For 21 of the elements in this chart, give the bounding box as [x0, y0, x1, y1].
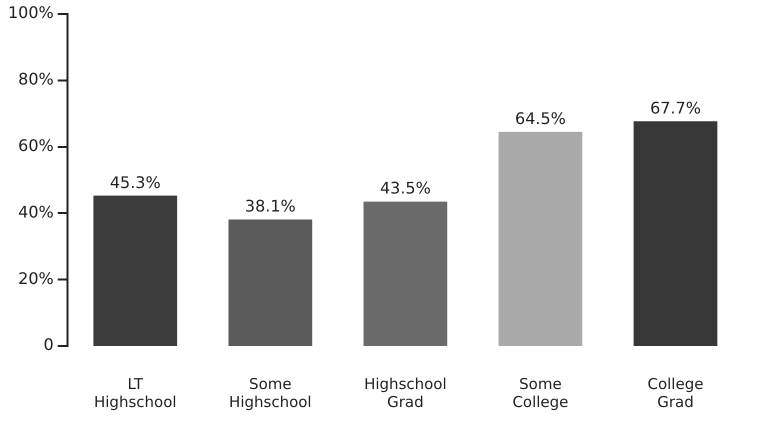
data-label: 43.5%	[380, 178, 431, 198]
y-tick-label: 20%	[18, 268, 54, 288]
y-tick-label: 0	[44, 335, 54, 354]
data-label: 64.5%	[515, 109, 566, 128]
y-tick-label: 60%	[18, 136, 54, 155]
y-tick-label: 100%	[8, 3, 54, 22]
bar	[93, 196, 178, 346]
x-tick-label: Some College	[512, 374, 568, 411]
bar	[634, 121, 718, 346]
data-label: 38.1%	[244, 196, 296, 216]
x-tick-label: College Grad	[647, 374, 704, 411]
y-tick-label: 80%	[18, 70, 54, 89]
x-tick-label: LT Highschool	[94, 374, 177, 411]
data-label: 67.7%	[650, 98, 701, 118]
x-tick-label: Highschool Grad	[364, 374, 447, 411]
bar	[498, 132, 582, 346]
bar	[228, 220, 312, 346]
bar	[364, 202, 448, 346]
x-tick-label: Some Highschool	[229, 374, 312, 411]
y-tick-label: 40%	[18, 202, 54, 222]
data-label: 45.3%	[110, 172, 161, 192]
